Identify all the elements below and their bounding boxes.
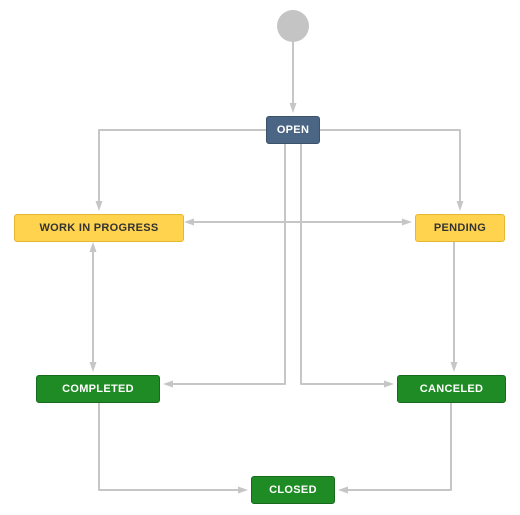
node-closed: CLOSED [251, 476, 335, 504]
node-wip: WORK IN PROGRESS [14, 214, 184, 242]
node-pending: PENDING [415, 214, 505, 242]
node-pending-label: PENDING [434, 222, 486, 234]
edges-layer [0, 0, 520, 515]
flowchart-canvas: OPEN WORK IN PROGRESS PENDING COMPLETED … [0, 0, 520, 515]
node-closed-label: CLOSED [269, 484, 317, 496]
node-completed: COMPLETED [36, 375, 160, 403]
node-wip-label: WORK IN PROGRESS [39, 222, 158, 234]
start-node [277, 10, 309, 42]
node-completed-label: COMPLETED [62, 383, 134, 395]
node-open-label: OPEN [277, 124, 309, 136]
node-canceled: CANCELED [397, 375, 506, 403]
node-open: OPEN [266, 116, 320, 144]
node-canceled-label: CANCELED [420, 383, 484, 395]
